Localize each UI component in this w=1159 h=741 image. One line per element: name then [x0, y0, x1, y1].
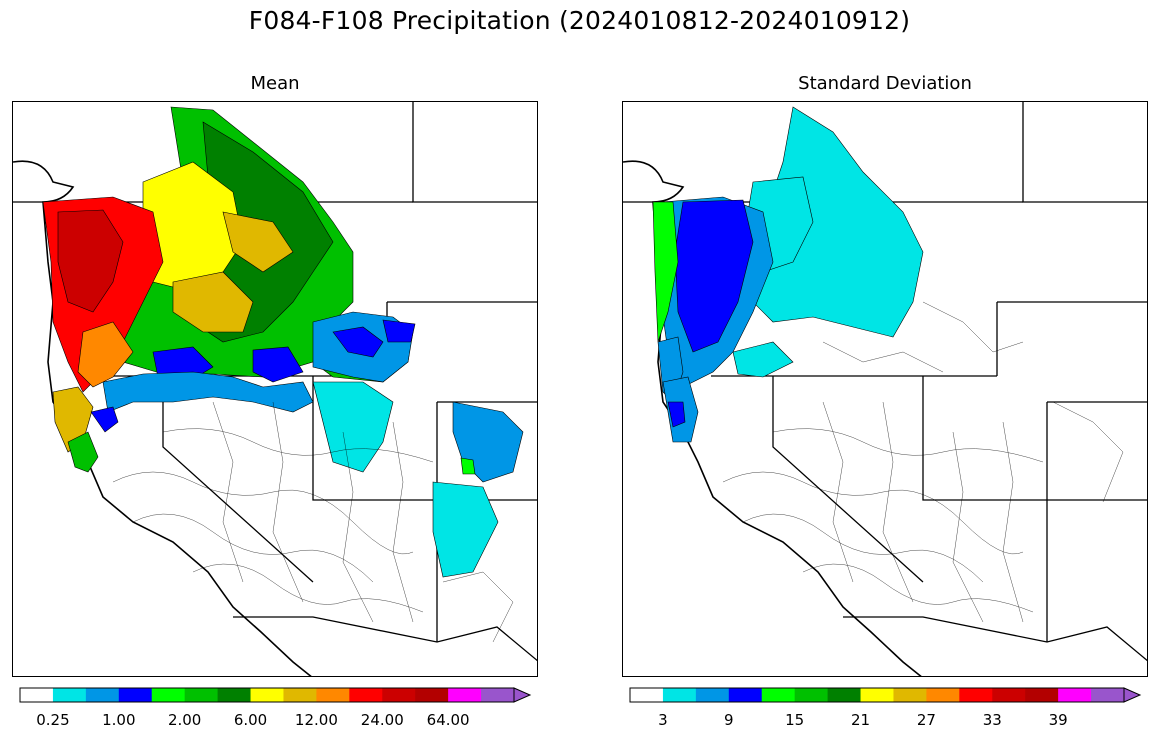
colorbar-segment — [415, 688, 449, 702]
colorbar-segment — [118, 688, 153, 702]
colorbar-tick-label: 6.00 — [233, 711, 268, 729]
colorbar-segment — [52, 688, 87, 702]
colorbar-tick-label: 15 — [785, 711, 805, 729]
colorbar-segment — [1091, 688, 1125, 702]
colorbar-segment — [761, 688, 796, 702]
std-panel-title: Standard Deviation — [798, 73, 972, 94]
colorbar-segment — [151, 688, 186, 702]
colorbar-segment — [250, 688, 284, 702]
colorbar-tick-label: 21 — [850, 711, 871, 729]
colorbar-tick-label: 33 — [982, 711, 1002, 729]
colorbar-segment — [926, 688, 960, 702]
colorbar-extend-arrow — [1123, 687, 1142, 703]
colorbar-segment — [382, 688, 416, 702]
colorbar-segment — [349, 688, 383, 702]
colorbar-segment — [893, 688, 927, 702]
std-precip-fields — [652, 106, 924, 443]
colorbar-segment — [992, 688, 1026, 702]
colorbar-tick-label: 27 — [916, 711, 936, 729]
colorbar-segment — [217, 688, 252, 702]
colorbar-tick-label: 12.00 — [294, 711, 338, 729]
basin-outlines — [112, 401, 514, 643]
std-colorbar-canvas — [629, 687, 1142, 703]
coastline — [623, 160, 922, 676]
mean-precip-fields — [42, 106, 524, 578]
colorbar-segment — [630, 688, 664, 702]
figure-title: F084-F108 Precipitation (2024010812-2024… — [248, 6, 911, 35]
colorbar-segment — [283, 688, 317, 702]
colorbar-segment — [959, 688, 993, 702]
colorbar-segment — [695, 688, 730, 702]
colorbar-outline — [19, 687, 515, 703]
colorbar-segment — [728, 688, 763, 702]
colorbar-tick-label: 3 — [658, 711, 668, 729]
basin-outlines — [722, 301, 1124, 623]
colorbar-tick-label: 1.00 — [102, 711, 136, 729]
colorbar-segment — [448, 688, 482, 702]
colorbar-segment — [20, 688, 54, 702]
mean-panel-title: Mean — [250, 73, 300, 94]
colorbar-tick-label: 9 — [724, 711, 734, 729]
colorbar-segment — [85, 688, 120, 702]
colorbar-segment — [1058, 688, 1092, 702]
std-map-canvas — [623, 102, 1147, 676]
colorbar-segment — [662, 688, 697, 702]
colorbar-segment — [1025, 688, 1059, 702]
state-borders — [623, 102, 1147, 662]
colorbar-segment — [860, 688, 894, 702]
colorbar-tick-label: 24.00 — [360, 711, 404, 729]
colorbar-tick-label: 0.25 — [36, 711, 70, 729]
colorbar-segment — [481, 688, 515, 702]
colorbar-segment — [794, 688, 829, 702]
colorbar-tick-label: 2.00 — [167, 711, 202, 729]
mean-colorbar — [19, 687, 532, 703]
colorbar-extend-arrow — [513, 687, 532, 703]
colorbar-tick-label: 39 — [1048, 711, 1068, 729]
mean-map — [12, 101, 538, 677]
std-map — [622, 101, 1148, 677]
colorbar-segment — [316, 688, 350, 702]
mean-map-canvas — [13, 102, 537, 676]
colorbar-tick-label: 64.00 — [426, 711, 470, 729]
coastline — [13, 160, 312, 676]
colorbar-segment — [827, 688, 862, 702]
mean-colorbar-canvas — [19, 687, 532, 703]
colorbar-outline — [629, 687, 1125, 703]
std-colorbar — [629, 687, 1142, 703]
colorbar-segment — [184, 688, 219, 702]
